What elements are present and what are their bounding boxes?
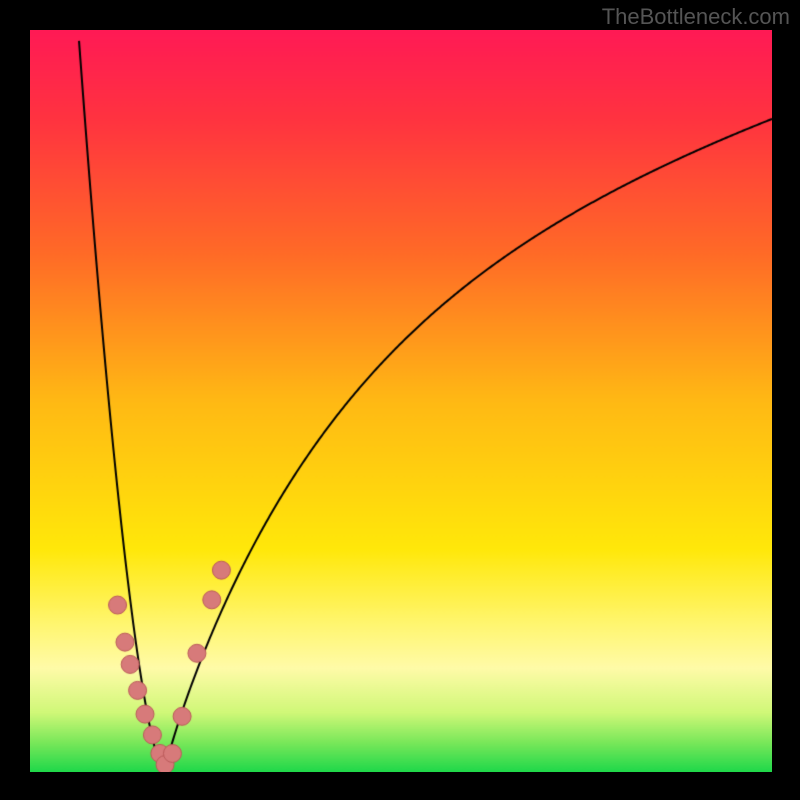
watermark-text: TheBottleneck.com <box>602 4 790 30</box>
bottleneck-chart-canvas <box>30 30 772 772</box>
chart-stage: TheBottleneck.com <box>0 0 800 800</box>
